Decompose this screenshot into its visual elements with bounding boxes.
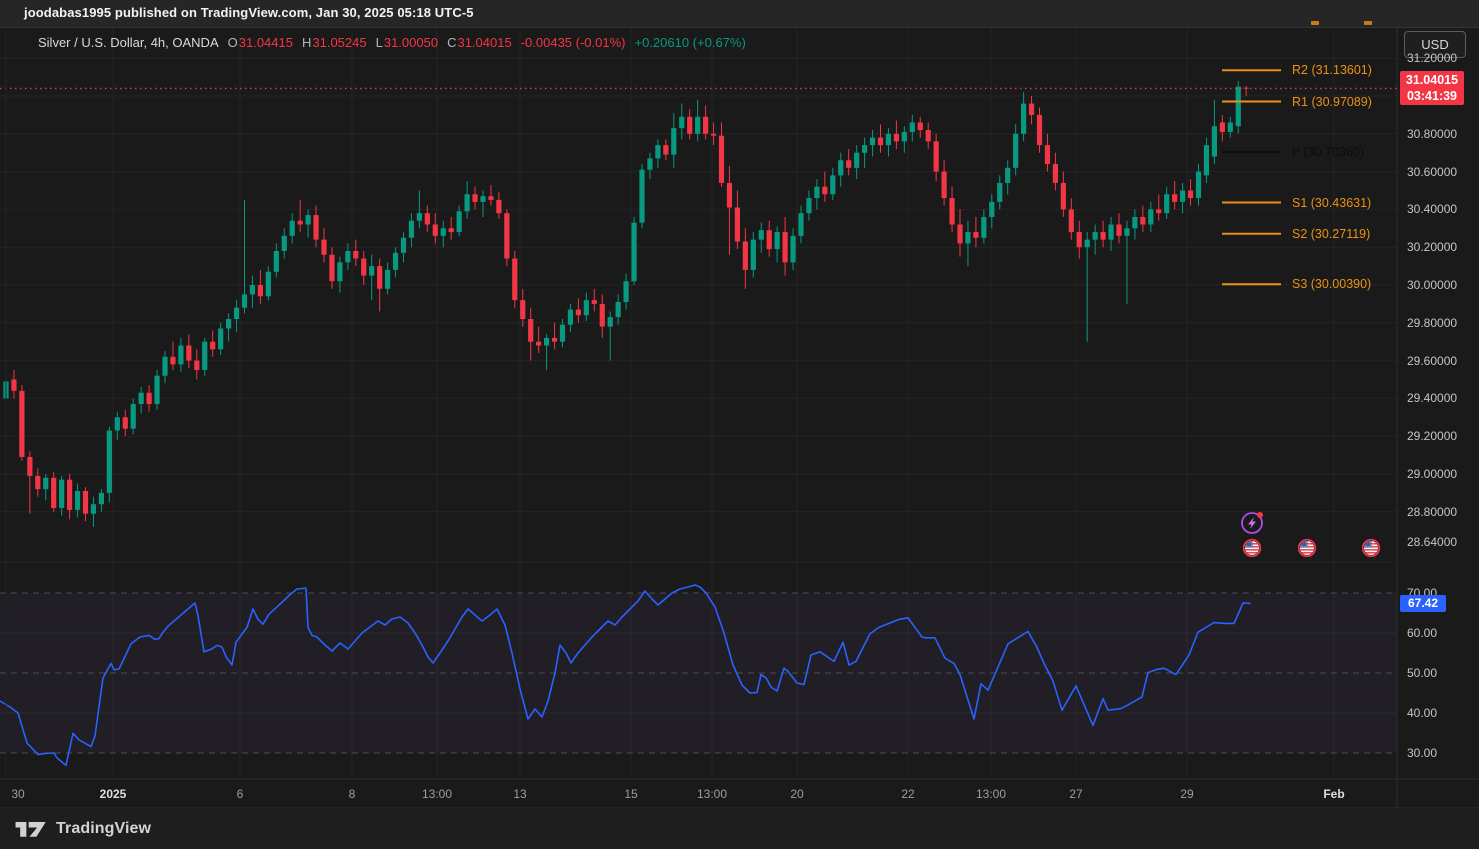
time-axis-label: 22: [901, 787, 915, 801]
ohlc-low: L 31.00050: [375, 35, 439, 50]
time-axis-label: Feb: [1323, 787, 1345, 801]
price-axis-label: 30.20000: [1407, 240, 1458, 255]
time-axis-label: 13:00: [421, 787, 453, 801]
pivot-label-p: P (30.70360): [1292, 145, 1365, 160]
symbol-legend[interactable]: Silver / U.S. Dollar, 4h, OANDA O 31.0441…: [38, 35, 746, 50]
symbol-title: Silver / U.S. Dollar, 4h, OANDA: [38, 35, 219, 50]
currency-toggle-button[interactable]: USD: [1404, 31, 1466, 58]
attribution-text: joodabas1995 published on TradingView.co…: [24, 5, 474, 20]
price-axis-label: 30.60000: [1407, 164, 1458, 179]
price-axis-label: 30.80000: [1407, 126, 1458, 141]
time-axis-label: 20: [790, 787, 804, 801]
change-session: +0.20610 (+0.67%): [634, 35, 746, 50]
time-axis-label: 27: [1069, 787, 1083, 801]
time-axis-label: 30: [11, 787, 25, 801]
price-axis-label: 30.40000: [1407, 202, 1458, 217]
pivot-label-s2: S2 (30.27119): [1292, 226, 1371, 241]
pivot-line-remnant-icon: [1364, 21, 1372, 25]
time-axis-label: 8: [348, 787, 356, 801]
price-axis-label: 29.40000: [1407, 391, 1458, 406]
us-flag-event-icon[interactable]: [1297, 538, 1317, 558]
tradingview-logo[interactable]: TradingView: [14, 817, 151, 841]
rsi-line: [0, 584, 1251, 767]
ohlc-high: H 31.05245: [301, 35, 367, 50]
time-axis-label: 13:00: [696, 787, 728, 801]
attribution-bar: joodabas1995 published on TradingView.co…: [0, 0, 1479, 28]
time-axis-label: 2025: [99, 787, 127, 801]
candles-series: [3, 80, 1249, 527]
time-axis-label: 13: [513, 787, 527, 801]
pivot-label-s1: S1 (30.43631): [1292, 195, 1372, 210]
price-axis-label: 29.60000: [1407, 353, 1458, 368]
last-price-value: 31.04015: [1405, 73, 1459, 88]
ohlc-open: O 31.04415: [227, 35, 293, 50]
lightning-event-icon[interactable]: [1241, 512, 1263, 534]
bar-countdown: 03:41:39: [1406, 89, 1458, 104]
time-axis-label: 6: [236, 787, 244, 801]
time-axis-label: 15: [624, 787, 638, 801]
tradingview-logo-icon: [15, 821, 46, 837]
time-axis-label: 29: [1180, 787, 1194, 801]
rsi-pane: [0, 584, 1397, 767]
change-absolute: -0.00435 (-0.01%): [520, 35, 626, 50]
pivot-label-r1: R1 (30.97089): [1292, 94, 1372, 109]
price-axis-label: 31.20000: [1407, 51, 1458, 66]
us-flag-event-icon[interactable]: [1361, 538, 1381, 558]
us-flag-event-icon[interactable]: [1242, 538, 1262, 558]
rsi-axis-label: 40.00: [1407, 706, 1438, 720]
price-axis-label: 29.00000: [1407, 467, 1458, 481]
tradingview-brand-text: TradingView: [56, 819, 152, 837]
rsi-axis-label: 60.00: [1407, 626, 1438, 640]
price-axis-label: 28.80000: [1407, 504, 1458, 519]
rsi-axis-label: 50.00: [1407, 666, 1438, 680]
footer-bar: TradingView: [0, 808, 1479, 849]
price-axis-label: 28.64000: [1407, 535, 1458, 550]
rsi-axis-label: 30.00: [1407, 746, 1438, 760]
pivot-label-r2: R2 (31.13601): [1292, 63, 1372, 78]
pivot-label-s3: S3 (30.00390): [1292, 277, 1372, 292]
price-axis-label: 29.20000: [1407, 429, 1458, 444]
pivot-line-remnant-icon: [1311, 21, 1319, 25]
gridlines: [0, 27, 1397, 779]
last-price-badge: 31.04015 03:41:39: [1400, 71, 1464, 106]
time-axis-label: 13:00: [975, 787, 1007, 801]
rsi-value-badge: 67.42: [1400, 595, 1446, 613]
event-markers: [1241, 512, 1381, 558]
ohlc-close: C 31.04015: [447, 35, 512, 50]
price-axis-label: 30.00000: [1407, 278, 1458, 292]
price-axis-label: 29.80000: [1407, 315, 1458, 330]
pivot-lines: [1222, 69, 1281, 286]
